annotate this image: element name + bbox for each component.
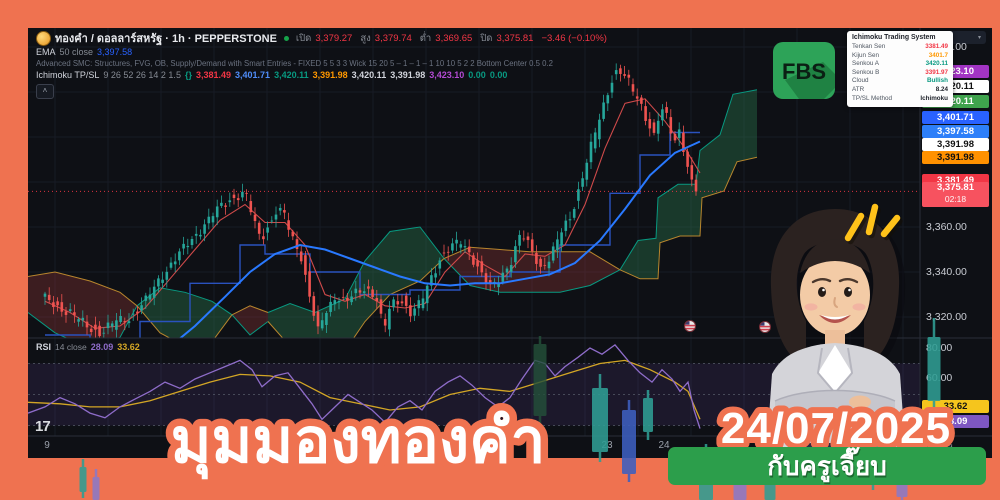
flag-event-icon[interactable] [684,320,696,332]
main-pane [28,63,758,338]
time-label: 9 [44,440,50,451]
price-badge: 3,375.81 02:18 [922,182,989,207]
kijun-line [45,131,700,338]
change-value: −3.46 (−0.10%) [541,32,607,44]
indicator-value: 3,391.98 [312,70,348,80]
axis-tick: 60.00 [926,372,953,384]
axis-tick: 3,320.00 [926,311,967,323]
close-label: ปิด [480,32,493,44]
axis-tick: 80.00 [926,342,953,354]
rsi-ma-line [28,359,701,420]
panel-row: ATR 8.24 [852,85,948,93]
price-badge: 3,401.71 [922,110,989,124]
axis-tick: 3,360.00 [926,221,967,233]
ema-indicator-row[interactable]: EMA 50 close 3,397.58 [36,46,611,58]
indicator-value: 3,423.10 [429,70,465,80]
chevron-down-icon: ▾ [977,35,981,41]
indicator-value: 3,391.98 [390,70,426,80]
price-badge: 3,391.98 [922,137,989,151]
price-badge: 28.09 [922,414,989,428]
ema-params: 50 close [59,47,94,57]
low-value: 3,369.65 [435,32,473,44]
axis-tick: 3,340.00 [926,266,967,278]
panel-row: Senkou B 3391.97 [852,68,948,76]
indicator-value: 0.00 [468,70,486,80]
ichimoku-params: 9 26 52 26 14 2 1.5 [103,70,181,80]
tradingview-chart-window[interactable]: ทองคำ / ดอลลาร์สหรัฐ · 1h · PEPPERSTONE … [28,28,992,458]
time-label: 23 [601,440,613,451]
tenkan-line [44,98,701,329]
ichimoku-cloud-bullish [620,89,757,279]
panel-row: Senkou A 3420.11 [852,60,948,68]
ichimoku-indicator-row[interactable]: Ichimoku TP/SL 9 26 52 26 14 2 1.5 {} 3,… [36,69,611,81]
ema-name: EMA [36,47,56,57]
ema-line [178,140,701,338]
candlesticks [43,63,698,338]
ichimoku-trading-system-panel: Ichimoku Trading System Tenkan Sen 3381.4… [847,31,953,108]
price-badge: 3,397.58 [922,124,989,138]
rsi-line [28,344,701,429]
panel-row: Cloud Bullish [852,77,948,85]
decorative-candle [92,469,100,500]
close-value: 3,375.81 [496,32,534,44]
collapse-pane-button[interactable]: ˄ [36,84,54,99]
settings-icon[interactable]: ⚙ [944,441,954,451]
rsi-ma-value: 33.62 [117,342,140,352]
fbs-text: FBS [782,59,826,84]
indicator-value: 3,381.49 [195,70,232,80]
ichimoku-icon: {} [184,70,192,80]
time-label: 24 [658,440,670,451]
flag-event-icon[interactable] [877,321,889,333]
indicator-value: 3,401.71 [235,70,271,80]
indicator-value: 3,420.11 [274,70,309,80]
tradingview-logo[interactable]: 17 [35,418,51,435]
price-badge: 3,391.98 [922,150,989,164]
panel-title: Ichimoku Trading System [852,34,936,41]
rsi-value: 28.09 [90,342,114,352]
symbol-row[interactable]: ทองคำ / ดอลลาร์สหรัฐ · 1h · PEPPERSTONE … [36,31,611,46]
panel-row: Kijun Sen 3401.7 [852,51,948,59]
market-open-dot [283,36,289,41]
symbol-title: ทองคำ / ดอลลาร์สหรัฐ · 1h · PEPPERSTONE [55,32,277,45]
rsi-params: 14 close [55,342,87,352]
indicator-value: 0.00 [489,70,508,80]
credit-badge: กับครูเจี๊ยบ [668,447,986,485]
panel-row: TP/SL Method Ichimoku [852,94,948,102]
high-label: สูง [360,32,371,44]
open-label: เปิด [295,32,312,44]
smc-indicator-row[interactable]: Advanced SMC: Structures, FVG, OB, Suppl… [36,59,554,68]
panel-row: Tenkan Sen 3381.49 [852,43,948,50]
fbs-logo: FBS [773,42,835,104]
rsi-legend-row[interactable]: RSI 14 close 28.09 33.62 [36,341,140,353]
ichimoku-cloud-bearish [444,247,620,293]
flag-event-icon[interactable] [759,321,771,333]
gold-symbol-icon [36,31,51,46]
chart-legend: ทองคำ / ดอลลาร์สหรัฐ · 1h · PEPPERSTONE … [36,31,611,99]
indicator-value: 3,420.11 [351,70,387,80]
high-value: 3,379.74 [374,32,412,44]
decorative-candle [79,459,87,498]
price-badge: 33.62 [922,399,989,413]
rsi-name: RSI [36,342,52,352]
ema-value: 3,397.58 [97,47,133,57]
ichimoku-name: Ichimoku TP/SL [36,70,100,80]
open-value: 3,379.27 [315,32,353,44]
rsi-pane [28,344,920,429]
low-label: ต่ำ [419,32,432,44]
